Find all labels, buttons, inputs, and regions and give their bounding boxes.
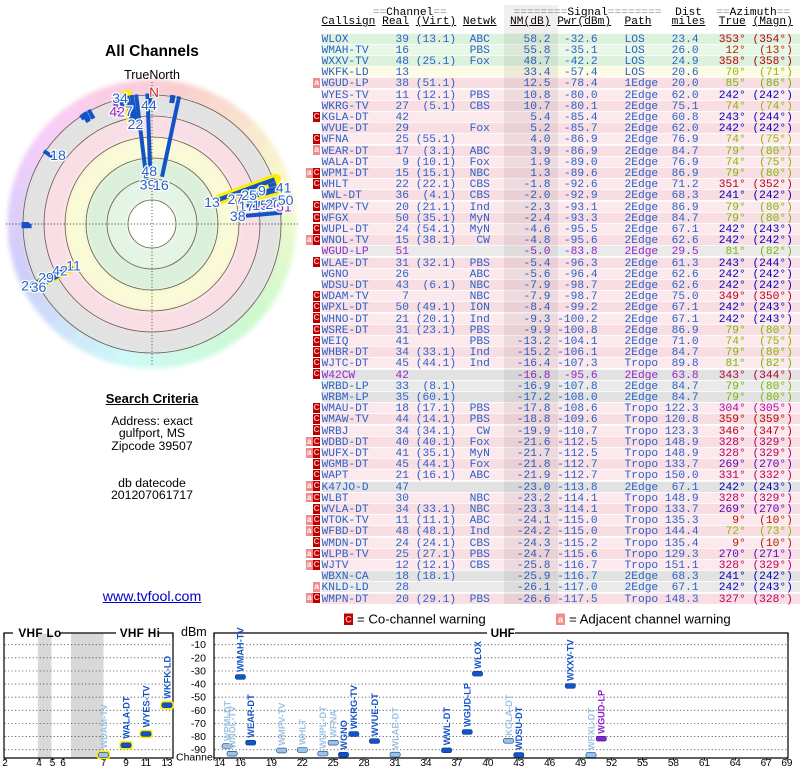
- svg-text:18: 18: [50, 148, 66, 164]
- svg-text:WEAR-DT: WEAR-DT: [246, 694, 256, 738]
- svg-text:64: 64: [730, 758, 742, 768]
- svg-text:25: 25: [241, 188, 257, 204]
- svg-text:9: 9: [258, 183, 266, 199]
- svg-text:-70: -70: [191, 718, 206, 730]
- svg-text:19: 19: [266, 758, 278, 768]
- svg-text:38: 38: [230, 209, 246, 225]
- svg-text:WGNO: WGNO: [339, 720, 349, 750]
- svg-text:42: 42: [109, 105, 125, 121]
- svg-text:UHF: UHF: [491, 626, 515, 640]
- svg-text:-60: -60: [191, 705, 206, 717]
- svg-text:WALA-DT: WALA-DT: [121, 696, 131, 739]
- svg-text:48: 48: [141, 164, 157, 180]
- svg-text:WGUD-LP: WGUD-LP: [597, 690, 607, 734]
- svg-text:29: 29: [38, 271, 54, 287]
- svg-text:WGUD-LP: WGUD-LP: [463, 683, 473, 727]
- svg-text:69: 69: [781, 758, 793, 768]
- svg-text:dBm: dBm: [181, 625, 207, 639]
- svg-text:11: 11: [141, 758, 152, 768]
- svg-text:6: 6: [60, 758, 66, 768]
- svg-text:17: 17: [239, 199, 255, 215]
- svg-text:40: 40: [482, 758, 494, 768]
- svg-text:44: 44: [141, 98, 157, 114]
- svg-text:a: a: [558, 615, 564, 625]
- svg-text:WHLT: WHLT: [298, 719, 308, 745]
- svg-text:-30: -30: [191, 666, 206, 678]
- svg-text:15: 15: [252, 198, 268, 214]
- svg-text:VHF Hi: VHF Hi: [120, 626, 160, 640]
- svg-text:37: 37: [451, 758, 463, 768]
- svg-text:-80: -80: [191, 731, 206, 743]
- svg-text:14: 14: [214, 758, 226, 768]
- svg-text:Channel: Channel: [176, 752, 215, 764]
- svg-text:36: 36: [31, 280, 47, 296]
- svg-text:= Co-channel warning: = Co-channel warning: [357, 612, 486, 627]
- svg-text:All Channels: All Channels: [105, 43, 199, 60]
- svg-text:46: 46: [544, 758, 556, 768]
- svg-text:-10: -10: [191, 639, 206, 651]
- svg-text:28: 28: [359, 758, 371, 768]
- svg-text:7: 7: [101, 758, 107, 768]
- svg-text:WDAM-TV: WDAM-TV: [99, 703, 109, 748]
- svg-text:-90: -90: [191, 744, 206, 756]
- svg-text:20: 20: [265, 197, 281, 213]
- svg-text:34: 34: [112, 91, 128, 107]
- svg-text:43: 43: [513, 758, 525, 768]
- svg-text:5: 5: [50, 758, 56, 768]
- svg-text:9: 9: [123, 758, 129, 768]
- svg-text:13: 13: [204, 195, 220, 211]
- svg-text:VHF Lo: VHF Lo: [18, 626, 61, 640]
- svg-text:34: 34: [420, 758, 432, 768]
- svg-text:WMPV-TV: WMPV-TV: [277, 702, 287, 746]
- svg-text:50: 50: [278, 193, 294, 209]
- svg-text:WVUE-DT: WVUE-DT: [370, 693, 380, 736]
- svg-text:WWL-DT: WWL-DT: [442, 707, 452, 746]
- svg-text:WLAE-DT: WLAE-DT: [390, 707, 400, 750]
- svg-text:67: 67: [761, 758, 773, 768]
- svg-text:WLOX: WLOX: [473, 640, 483, 668]
- svg-text:-50: -50: [191, 692, 206, 704]
- svg-text:51: 51: [276, 200, 292, 216]
- svg-text:WKRG-TV: WKRG-TV: [349, 684, 359, 729]
- svg-text:22: 22: [128, 117, 144, 133]
- svg-text:WMAH-TV: WMAH-TV: [236, 627, 246, 672]
- svg-text:52: 52: [606, 758, 618, 768]
- svg-text:-40: -40: [191, 679, 206, 691]
- svg-text:WKFK-LD: WKFK-LD: [162, 655, 172, 698]
- svg-text:26: 26: [21, 279, 37, 295]
- svg-text:16: 16: [235, 758, 247, 768]
- svg-text:WNOL-TV: WNOL-TV: [227, 705, 237, 749]
- svg-text:16: 16: [153, 178, 169, 194]
- svg-text:61: 61: [699, 758, 711, 768]
- svg-text:27: 27: [228, 192, 244, 208]
- svg-text:WUPL-DT: WUPL-DT: [318, 706, 328, 749]
- svg-text:4: 4: [36, 758, 42, 768]
- svg-text:13: 13: [161, 758, 173, 768]
- svg-text:WPMI-DT: WPMI-DT: [222, 700, 232, 741]
- svg-text:N: N: [149, 85, 159, 100]
- svg-text:C: C: [345, 615, 352, 625]
- svg-text:25: 25: [328, 758, 340, 768]
- svg-text:41: 41: [276, 181, 292, 197]
- svg-text:7: 7: [125, 104, 133, 120]
- svg-text:TrueNorth: TrueNorth: [124, 68, 180, 82]
- svg-text:39: 39: [140, 178, 156, 194]
- svg-text:-20: -20: [191, 652, 206, 664]
- svg-text:WDSU-DT: WDSU-DT: [514, 706, 524, 750]
- svg-text:49: 49: [575, 758, 587, 768]
- svg-text:55: 55: [637, 758, 649, 768]
- svg-text:WPXL-DT: WPXL-DT: [586, 708, 596, 750]
- svg-text:= Adjacent channel warning: = Adjacent channel warning: [569, 612, 731, 627]
- svg-text:11: 11: [66, 259, 81, 275]
- svg-text:58: 58: [668, 758, 680, 768]
- svg-text:42: 42: [52, 264, 68, 280]
- svg-text:WFNA: WFNA: [329, 710, 339, 738]
- svg-text:2: 2: [2, 758, 8, 768]
- svg-text:WYES-TV: WYES-TV: [141, 685, 151, 728]
- svg-text:22: 22: [297, 758, 309, 768]
- svg-text:KGLA-DT: KGLA-DT: [504, 694, 514, 736]
- svg-text:31: 31: [390, 758, 402, 768]
- svg-text:WXXV-TV: WXXV-TV: [566, 639, 576, 681]
